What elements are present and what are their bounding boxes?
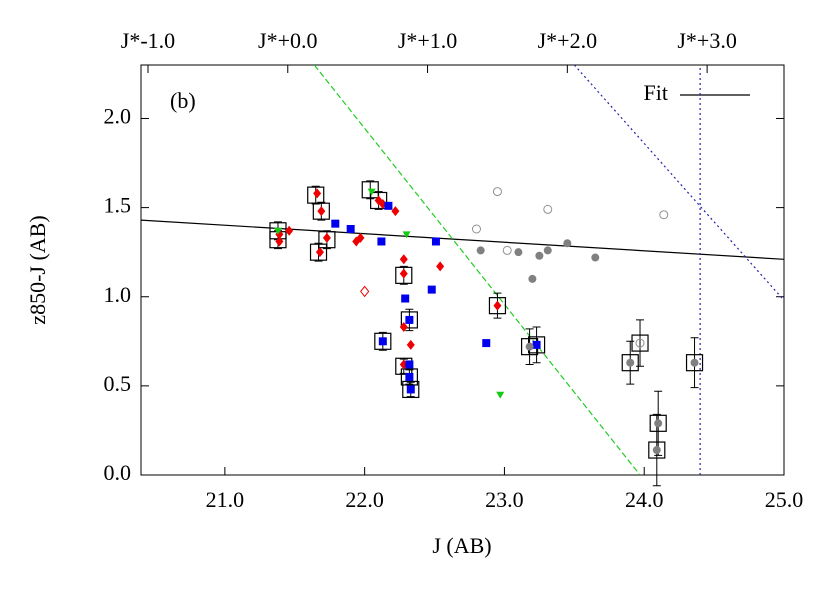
point <box>532 340 541 349</box>
point <box>543 204 553 214</box>
point <box>367 188 376 196</box>
x-tick-label: 21.0 <box>206 487 245 512</box>
point <box>690 358 699 367</box>
x-tick-label: 24.0 <box>625 487 664 512</box>
point <box>535 251 544 260</box>
point <box>405 360 414 369</box>
box-marker <box>488 297 507 315</box>
point <box>436 261 445 272</box>
point <box>405 315 414 324</box>
point <box>356 232 365 243</box>
line <box>313 65 641 475</box>
box-marker <box>685 354 704 372</box>
box-marker <box>395 266 413 284</box>
x2-tick-label: J*+3.0 <box>677 28 736 53</box>
point <box>378 337 387 346</box>
point <box>626 358 635 367</box>
y-tick-label: 1.0 <box>104 282 132 307</box>
point <box>591 253 600 262</box>
point <box>315 247 324 258</box>
point <box>492 187 502 197</box>
point <box>471 224 481 234</box>
point <box>346 225 355 233</box>
error-bar <box>636 319 645 367</box>
point <box>431 237 440 246</box>
x-tick-label: 22.0 <box>345 487 384 512</box>
x-tick-label: 25.0 <box>765 487 804 512</box>
box-marker <box>318 231 336 249</box>
point <box>525 342 534 351</box>
point <box>399 322 408 333</box>
point <box>543 246 552 255</box>
x2-tick-label: J*-1.0 <box>121 28 175 53</box>
legend-label: Fit <box>644 80 668 105</box>
point <box>384 201 393 210</box>
x2-tick-label: J*+2.0 <box>538 28 597 53</box>
box-marker <box>621 354 639 372</box>
box-marker <box>374 332 392 350</box>
point <box>285 225 294 236</box>
box-marker <box>648 441 666 459</box>
point <box>652 446 661 455</box>
panel-label: (b) <box>170 88 196 113</box>
point <box>406 385 415 394</box>
y-tick-label: 0.0 <box>104 460 132 485</box>
point <box>402 231 411 239</box>
point <box>317 206 326 217</box>
point <box>482 339 491 348</box>
point <box>399 268 408 279</box>
x-tick-label: 23.0 <box>485 487 524 512</box>
point <box>659 210 669 220</box>
point <box>275 236 284 247</box>
box-marker <box>649 414 667 432</box>
point <box>496 391 505 399</box>
point <box>273 227 282 235</box>
point <box>313 188 322 199</box>
point <box>493 300 502 311</box>
point <box>563 239 572 248</box>
point <box>360 285 370 298</box>
y-tick-label: 2.0 <box>104 104 132 129</box>
box-marker <box>370 191 388 210</box>
point <box>476 246 485 255</box>
point <box>635 338 645 348</box>
point <box>399 254 408 265</box>
line <box>573 65 784 301</box>
x2-tick-label: J*+0.0 <box>258 28 317 53</box>
point <box>322 232 331 243</box>
y-tick-label: 0.5 <box>104 371 132 396</box>
point <box>377 237 386 246</box>
point <box>331 219 340 228</box>
box-marker <box>631 334 649 352</box>
point <box>391 206 400 217</box>
box-marker <box>400 368 418 386</box>
x2-tick-label: J*+1.0 <box>398 28 457 53</box>
y-tick-label: 1.5 <box>104 193 132 218</box>
point <box>502 245 512 255</box>
y-axis-label: z850-J (AB) <box>25 215 50 324</box>
point <box>405 372 414 381</box>
plot-frame <box>140 64 785 476</box>
box-marker <box>402 380 420 399</box>
point <box>528 274 537 283</box>
point <box>654 419 663 428</box>
point <box>514 248 523 257</box>
point <box>406 339 415 350</box>
box-marker <box>400 311 418 329</box>
line <box>141 219 784 260</box>
point <box>401 294 410 303</box>
x-axis-label: J (AB) <box>432 533 491 558</box>
point <box>427 285 436 294</box>
box-marker <box>312 202 330 220</box>
